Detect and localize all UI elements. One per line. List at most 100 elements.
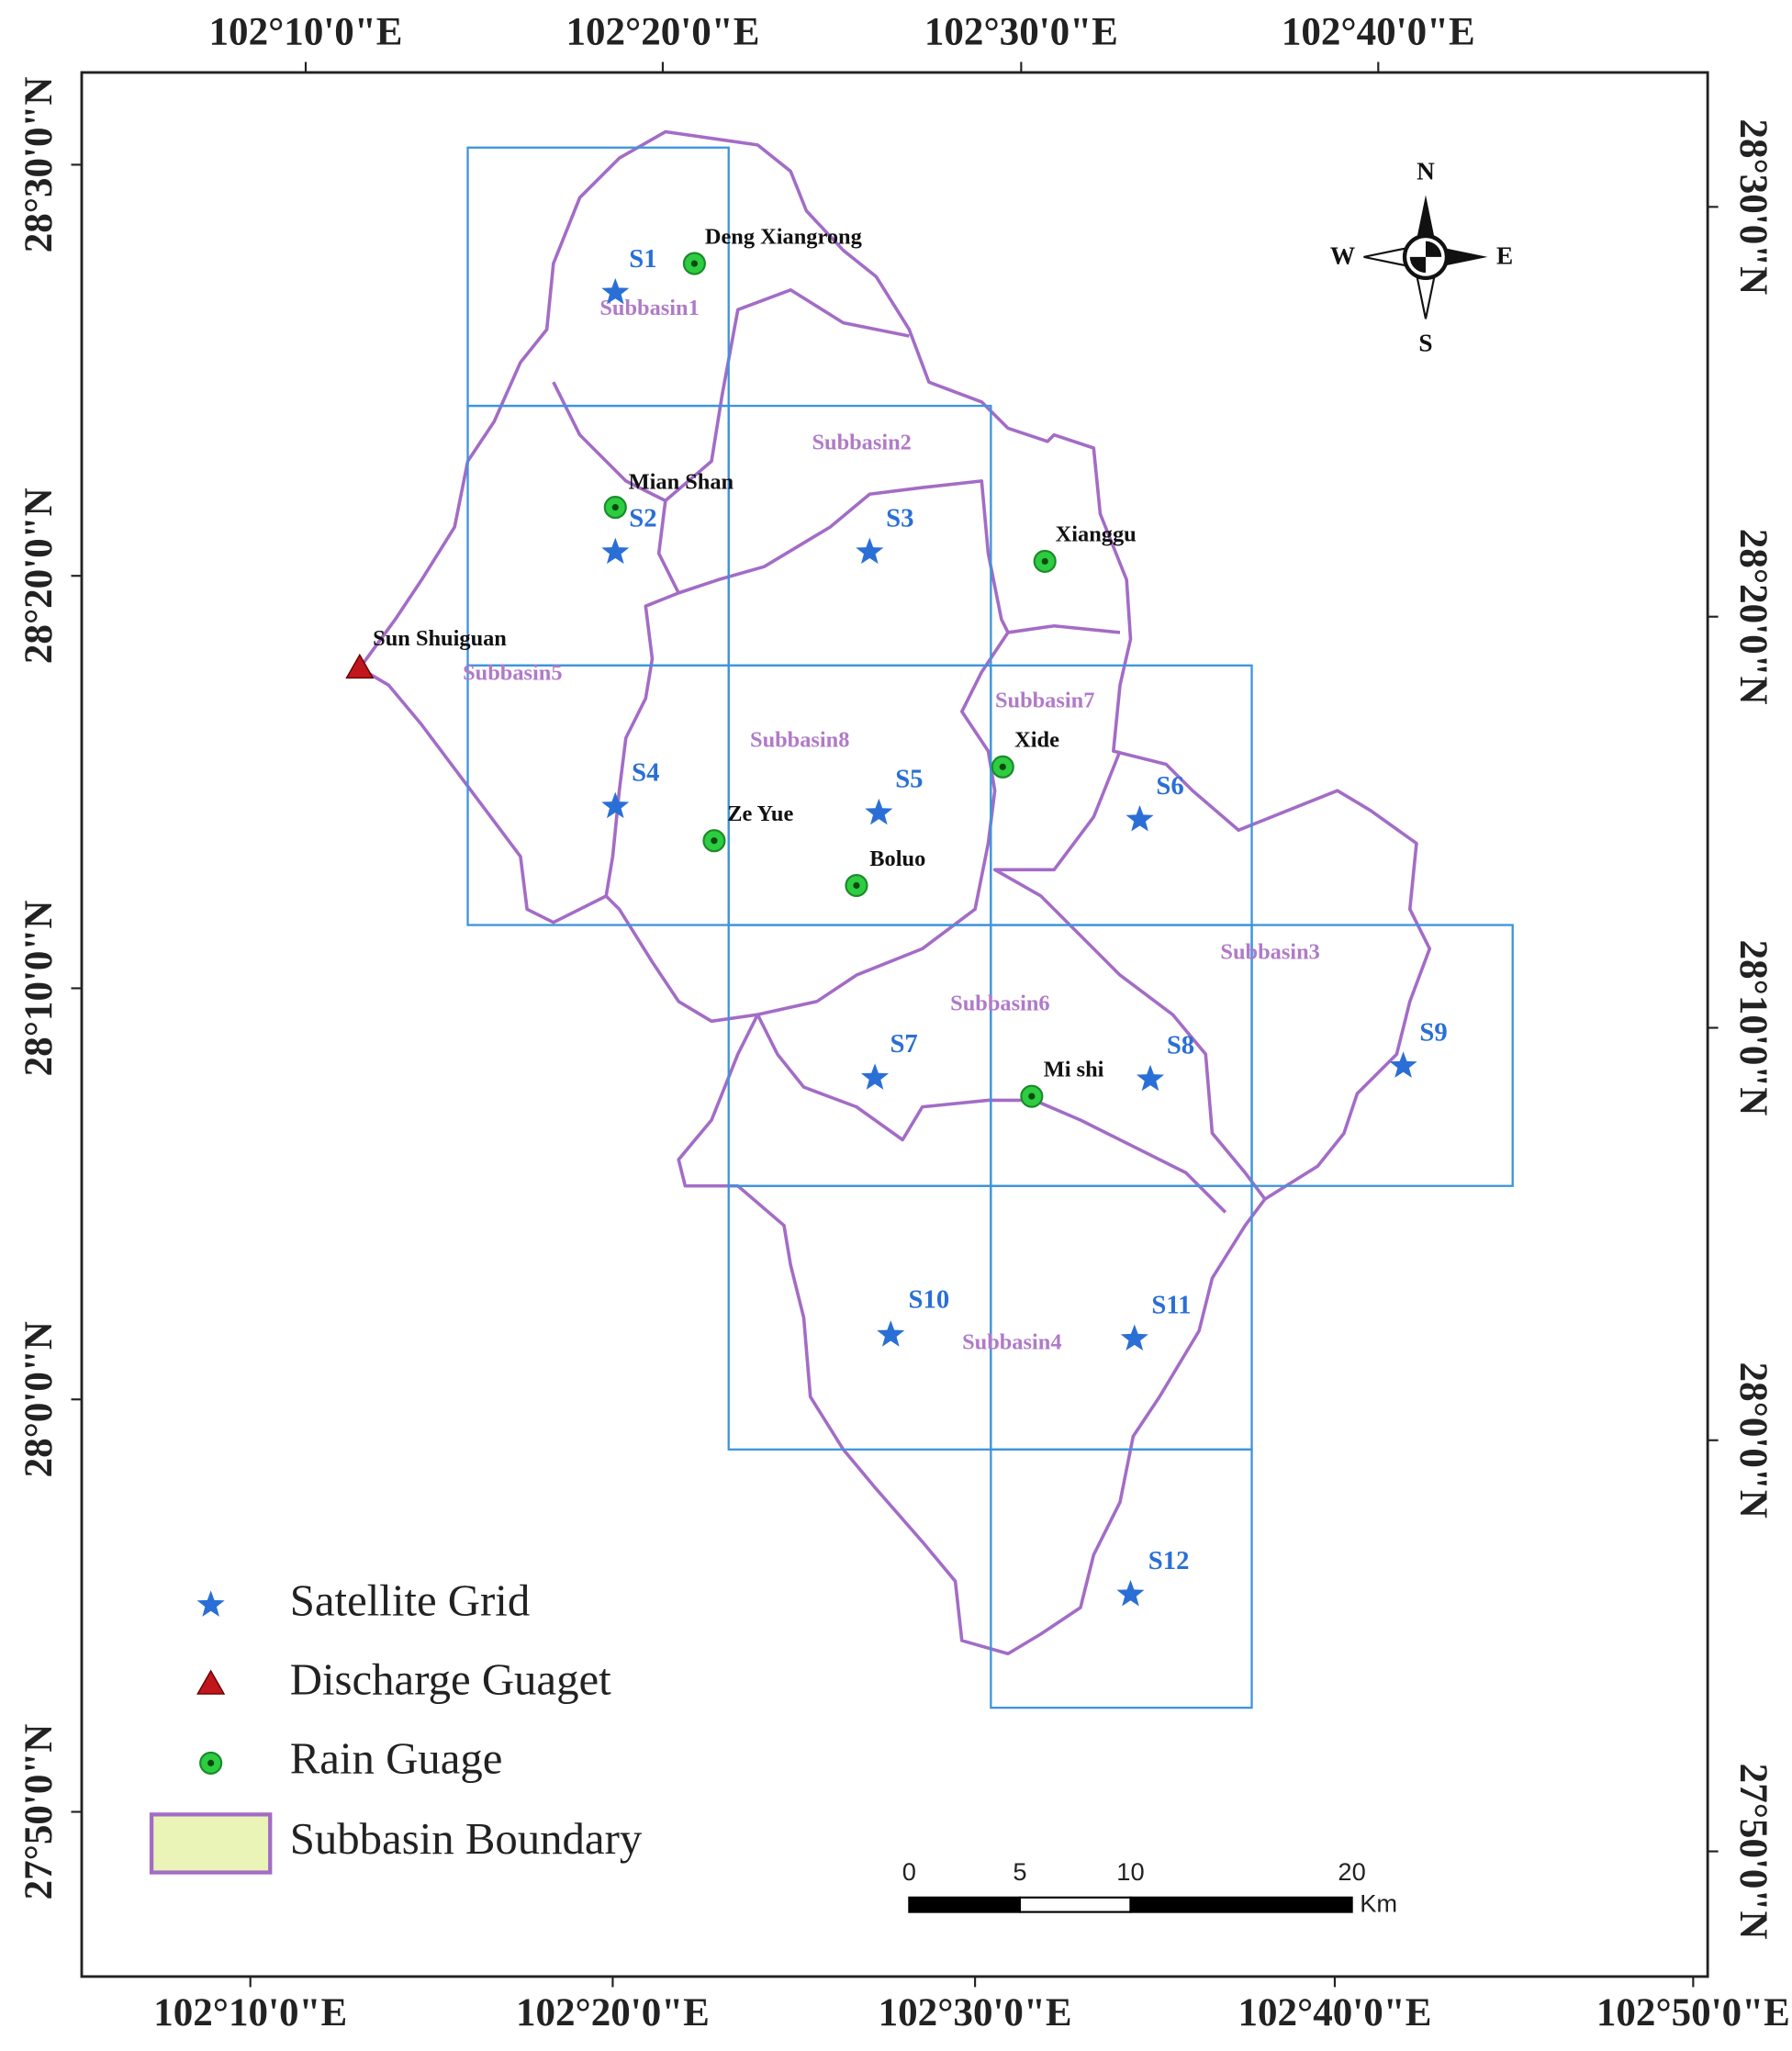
right-axis-label: 28°0'0"N xyxy=(1731,1362,1775,1519)
right-axis-label: 28°30'0"N xyxy=(1731,118,1775,295)
satellite-grid-marker xyxy=(1116,1579,1145,1607)
satellite-grid-label: S12 xyxy=(1148,1546,1190,1575)
boundary xyxy=(678,479,1121,634)
satellite-grid-label: S9 xyxy=(1419,1017,1447,1047)
left-axis-label: 28°20'0"N xyxy=(17,488,61,664)
satellite-grid-marker xyxy=(860,1063,890,1090)
subbasin-label: Subbasin6 xyxy=(950,992,1049,1016)
scale-tick-label: 20 xyxy=(1338,1857,1365,1886)
rain-gauge-label: Xide xyxy=(1014,728,1059,753)
right-axis-label: 27°50'0"N xyxy=(1731,1764,1775,1940)
rain-gauge-label: Xianggu xyxy=(1056,522,1137,547)
left-axis-label: 27°50'0"N xyxy=(17,1724,61,1900)
right-axis-label: 28°10'0"N xyxy=(1731,940,1775,1116)
scale-tick-label: 0 xyxy=(902,1857,916,1886)
legend-symbol xyxy=(196,1590,225,1617)
satellite-grid-label: S2 xyxy=(629,504,656,533)
boundary xyxy=(992,750,1267,1201)
legend-label: Rain Guage xyxy=(290,1734,503,1784)
compass-letter: W xyxy=(1330,242,1355,270)
rain-gauge-center xyxy=(207,1759,215,1766)
bottom-axis-label: 102°50'0"E xyxy=(1596,1991,1790,2034)
satellite-grid-marker xyxy=(856,537,884,565)
scale-segment xyxy=(908,1896,1021,1913)
legend-label: Satellite Grid xyxy=(290,1575,530,1625)
boundary xyxy=(756,631,1010,1016)
rain-gauge-center xyxy=(999,763,1006,770)
compass xyxy=(1363,195,1488,319)
satellite-grid-marker xyxy=(865,798,893,825)
grid-cell xyxy=(1250,924,1514,1187)
satellite-grid-marker xyxy=(1120,1324,1148,1351)
rain-gauge-center xyxy=(711,837,718,845)
left-axis-label: 28°0'0"N xyxy=(17,1321,61,1477)
scale-unit: Km xyxy=(1360,1889,1397,1918)
bottom-axis-label: 102°40'0"E xyxy=(1238,1991,1431,2034)
subbasin-label: Subbasin5 xyxy=(463,660,562,685)
subbasin-label: Subbasin7 xyxy=(995,689,1094,713)
top-axis-label: 102°40'0"E xyxy=(1282,11,1475,54)
boundary xyxy=(604,500,680,897)
top-axis-label: 102°20'0"E xyxy=(566,11,759,54)
map-frame xyxy=(80,71,1709,1978)
discharge-gauge-marker xyxy=(196,1669,226,1695)
satellite-grid-marker xyxy=(601,537,630,565)
legend-symbol xyxy=(149,1812,273,1875)
rain-gauge-label: Boluo xyxy=(869,846,925,871)
subbasin-boundaries xyxy=(552,287,1267,1214)
satellite-grid-marker xyxy=(1136,1064,1165,1092)
bottom-axis-label: 102°20'0"E xyxy=(516,1991,710,2034)
scale-tick-label: 10 xyxy=(1116,1857,1144,1886)
top-axis-label: 102°10'0"E xyxy=(209,11,403,54)
satellite-grid-label: S10 xyxy=(909,1285,950,1315)
grid-cell xyxy=(990,1448,1253,1709)
bottom-axis-label: 102°30'0"E xyxy=(879,1991,1072,2034)
scale-tick-label: 5 xyxy=(1013,1857,1026,1886)
top-axis-label: 102°30'0"E xyxy=(924,11,1118,54)
satellite-grid-marker xyxy=(877,1320,905,1347)
satellite-grid-label: S3 xyxy=(886,504,913,533)
discharge-gauge-marker xyxy=(345,653,375,679)
compass-center xyxy=(1409,241,1442,274)
satellite-grid-marker xyxy=(1126,804,1154,832)
rain-gauge-label: Mian Shan xyxy=(629,469,734,494)
boundary xyxy=(552,287,910,503)
bottom-axis-label: 102°10'0"E xyxy=(153,1991,347,2034)
satellite-grid-label: S5 xyxy=(895,765,923,794)
rain-gauge-center xyxy=(1028,1093,1036,1100)
rain-gauge-center xyxy=(611,503,619,511)
satellite-grid-label: S7 xyxy=(890,1029,917,1059)
rain-gauge-label: Deng Xiangrong xyxy=(705,224,862,249)
rain-gauge-label: Mi shi xyxy=(1044,1057,1104,1082)
legend-label: Discharge Guaget xyxy=(290,1654,611,1704)
rain-gauge-center xyxy=(1041,557,1048,566)
left-axis-label: 28°10'0"N xyxy=(17,901,61,1077)
boundary xyxy=(756,1014,1227,1214)
left-axis-label: 28°30'0"N xyxy=(17,77,61,253)
satellite-grid-marker xyxy=(1389,1051,1417,1078)
scale-segment xyxy=(1129,1896,1353,1913)
satellite-grid-label: S4 xyxy=(632,758,659,788)
legend-label: Subbasin Boundary xyxy=(290,1814,643,1864)
subbasin-label: Subbasin4 xyxy=(962,1330,1061,1355)
satellite-grid-marker xyxy=(601,791,630,819)
scale-segment xyxy=(1018,1896,1132,1913)
right-axis-label: 28°20'0"N xyxy=(1731,529,1775,705)
subbasin-label: Subbasin8 xyxy=(750,728,849,753)
compass-letter: E xyxy=(1496,242,1513,270)
rain-gauge-label: Ze Yue xyxy=(727,801,793,826)
satellite-grid-cells xyxy=(466,146,1514,1709)
satellite-grid-label: S6 xyxy=(1156,771,1183,801)
discharge-gauge-label: Sun Shuiguan xyxy=(373,626,507,651)
satellite-grid-label: S8 xyxy=(1167,1031,1194,1060)
compass-letter: N xyxy=(1417,158,1435,185)
satellite-grid-label: S1 xyxy=(629,244,656,274)
satellite-grid-label: S11 xyxy=(1151,1290,1191,1319)
compass-letter: S xyxy=(1418,329,1432,356)
satellite-grid-marker xyxy=(601,277,630,305)
rain-gauge-center xyxy=(690,260,698,267)
subbasin-label: Subbasin3 xyxy=(1220,940,1319,965)
rain-gauge-center xyxy=(853,881,860,890)
subbasin-label: Subbasin2 xyxy=(812,430,911,454)
